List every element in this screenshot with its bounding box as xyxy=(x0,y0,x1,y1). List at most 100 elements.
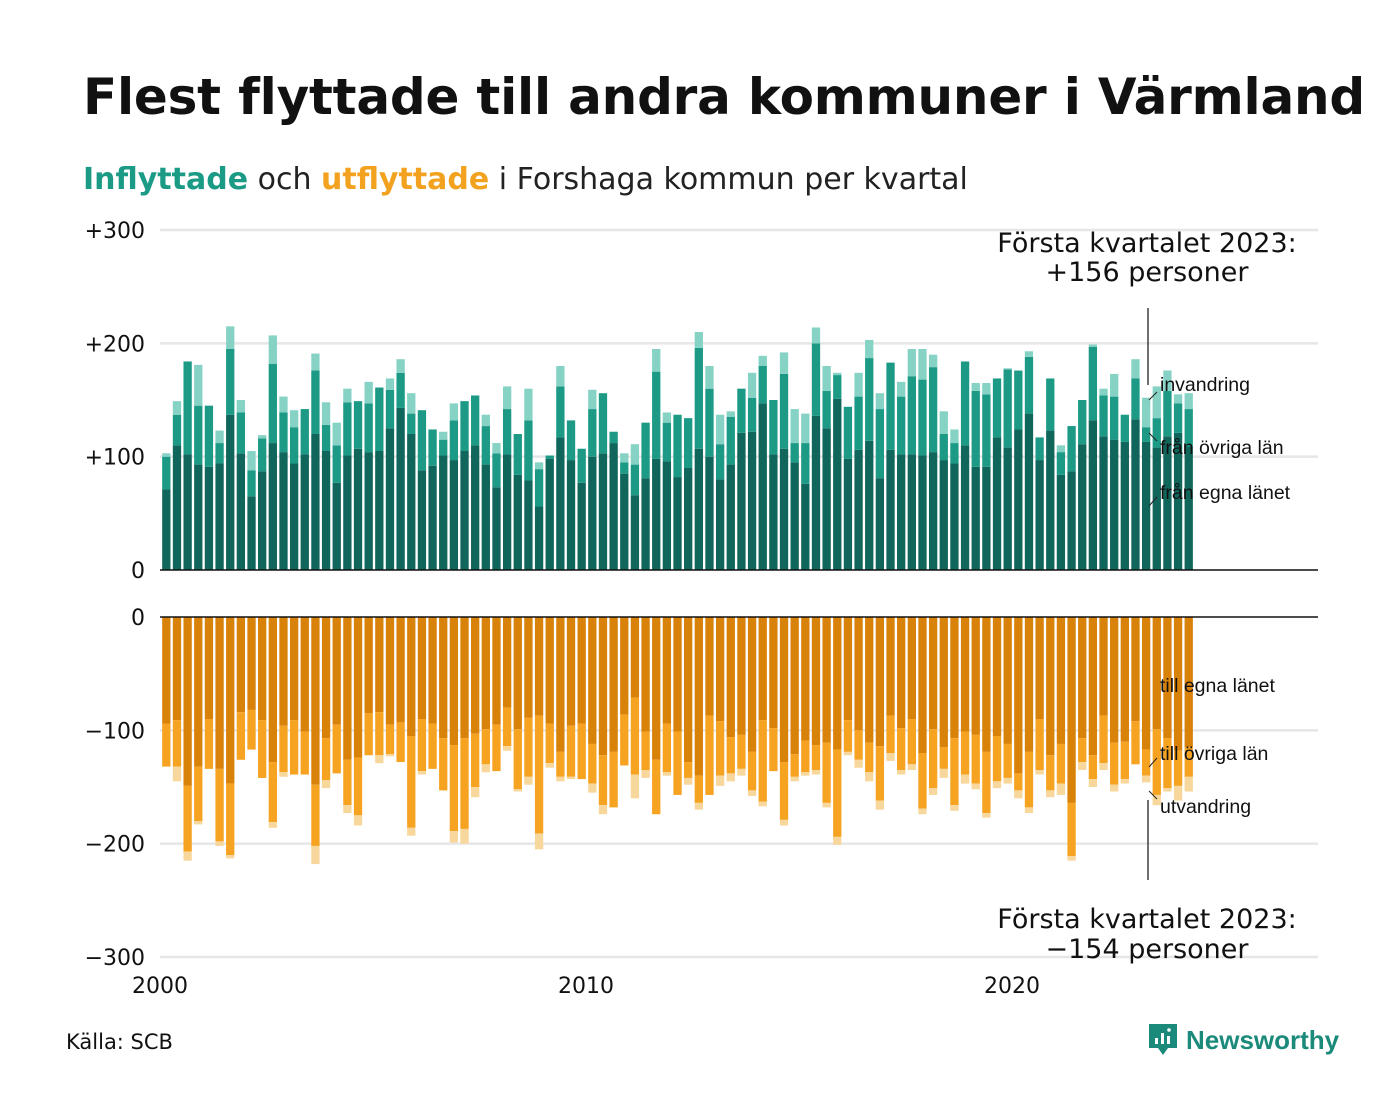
bar-out-emig xyxy=(460,828,469,844)
bar-out-emig xyxy=(1035,770,1044,775)
bar-in-other xyxy=(1078,400,1087,445)
bar-out-own xyxy=(204,617,214,719)
bar-out-emig xyxy=(811,770,821,775)
bar-out-other xyxy=(375,712,384,756)
bar-out-own xyxy=(353,617,363,758)
bar-out-other xyxy=(524,717,533,777)
bar-in-own xyxy=(886,449,895,570)
bar-out-other xyxy=(215,768,224,842)
bar-out-own xyxy=(811,617,821,746)
bar-out-own xyxy=(992,617,1002,736)
bar-in-other xyxy=(258,438,267,472)
bar-out-other xyxy=(630,697,640,775)
bar-out-own xyxy=(417,617,427,719)
bar-in-own xyxy=(907,454,916,570)
bar-in-own xyxy=(609,443,618,570)
bar-in-own xyxy=(822,428,831,570)
bar-out-other xyxy=(854,730,863,760)
bar-out-own xyxy=(1120,617,1129,742)
bar-out-emig xyxy=(407,827,416,836)
bar-in-own xyxy=(779,448,789,570)
subtitle-rest: i Forshaga kommun per kvartal xyxy=(489,162,968,197)
bar-out-own xyxy=(939,617,948,748)
bar-out-other xyxy=(258,720,267,778)
bar-in-immig xyxy=(982,383,991,395)
bar-out-own xyxy=(726,617,735,738)
bar-in-other xyxy=(471,395,480,446)
newsworthy-icon xyxy=(1149,1024,1177,1055)
bar-in-other xyxy=(769,400,778,455)
bar-out-emig xyxy=(726,773,735,782)
bar-in-other xyxy=(385,389,395,429)
bar-in-other xyxy=(875,409,885,479)
bar-in-immig xyxy=(588,389,597,410)
bar-in-other xyxy=(641,422,650,479)
bar-in-immig xyxy=(1163,370,1172,391)
bar-out-own xyxy=(1131,617,1140,722)
bar-out-other xyxy=(226,783,235,855)
bar-in-immig xyxy=(481,414,490,427)
bar-out-emig xyxy=(854,759,863,768)
bar-out-emig xyxy=(385,754,395,757)
bar-out-other xyxy=(705,715,714,795)
bar-in-immig xyxy=(811,327,821,344)
bar-in-other xyxy=(1046,378,1055,431)
bar-in-own xyxy=(790,462,799,570)
bar-in-other xyxy=(737,388,746,433)
bar-out-emig xyxy=(1099,763,1108,770)
bar-in-own xyxy=(1110,439,1119,570)
bar-in-other xyxy=(1024,356,1034,414)
bar-out-own xyxy=(641,617,650,732)
bar-out-emig xyxy=(524,776,533,785)
bar-in-immig xyxy=(833,372,842,376)
bar-out-emig xyxy=(939,768,948,778)
bar-in-own xyxy=(950,463,959,570)
bar-in-other xyxy=(332,445,341,483)
label-till-ovriga-lan: till övriga län xyxy=(1160,743,1268,765)
bar-out-other xyxy=(694,775,703,803)
bar-out-own xyxy=(928,617,938,730)
bar-in-other xyxy=(226,349,235,415)
leader-fran-egna-lanet xyxy=(1148,496,1158,507)
bar-in-other xyxy=(1067,426,1076,472)
label-fran-ovriga-lan: från övriga län xyxy=(1160,437,1284,459)
bar-out-other xyxy=(822,742,831,803)
bar-in-immig xyxy=(449,403,459,421)
bar-out-own xyxy=(662,617,672,724)
bar-in-immig xyxy=(343,388,352,403)
bar-out-other xyxy=(790,754,799,777)
bar-in-immig xyxy=(907,349,916,377)
bar-out-other xyxy=(843,720,853,752)
y-tick-label: −100 xyxy=(85,719,145,744)
bar-out-other xyxy=(364,713,373,756)
bar-in-other xyxy=(865,358,874,441)
bar-in-immig xyxy=(215,430,224,444)
bar-out-emig xyxy=(1067,856,1076,861)
bar-in-immig xyxy=(226,326,235,349)
bar-in-immig xyxy=(918,349,927,380)
brand-logo[interactable]: Newsworthy xyxy=(1146,1022,1339,1058)
bar-out-other xyxy=(982,751,991,814)
bar-out-other xyxy=(1078,738,1087,763)
bar-out-other xyxy=(1067,802,1076,857)
bar-out-own xyxy=(630,617,640,698)
bar-out-own xyxy=(588,617,597,744)
bar-in-own xyxy=(311,434,320,570)
bar-in-other xyxy=(524,420,533,481)
bar-in-other xyxy=(268,363,277,444)
bar-in-own xyxy=(1035,460,1044,570)
bar-out-other xyxy=(747,751,757,791)
bar-out-own xyxy=(790,617,799,755)
bar-out-own xyxy=(364,617,373,714)
bar-in-other xyxy=(747,397,757,432)
bar-out-other xyxy=(492,724,501,772)
bar-in-own xyxy=(918,455,927,570)
bar-out-own xyxy=(865,617,874,743)
bar-out-other xyxy=(417,719,427,772)
bar-in-own xyxy=(513,474,522,570)
bar-out-emig xyxy=(1163,788,1172,792)
bar-in-own xyxy=(332,482,341,570)
bar-out-own xyxy=(1024,617,1034,752)
bar-in-own xyxy=(545,458,554,570)
bar-in-other xyxy=(289,427,299,464)
